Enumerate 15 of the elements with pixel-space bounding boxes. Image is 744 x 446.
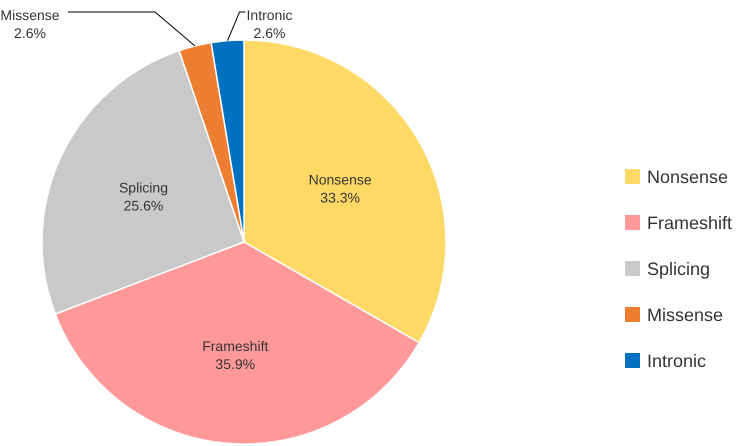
legend-label: Frameshift: [647, 213, 732, 233]
data-label: 2.6%: [254, 25, 286, 41]
legend-label: Intronic: [647, 351, 706, 371]
legend-label: Splicing: [647, 259, 710, 279]
data-label: 33.3%: [320, 189, 360, 206]
legend-label: Nonsense: [647, 167, 728, 187]
data-label: 25.6%: [124, 198, 164, 214]
slice-label: Missense: [0, 7, 60, 23]
data-label: 35.9%: [215, 356, 256, 372]
slice-label: Splicing: [118, 180, 168, 196]
data-label: 2.6%: [14, 25, 46, 41]
legend-label: Missense: [647, 305, 724, 325]
slice-label: Intronic: [246, 7, 292, 23]
slice-label: Nonsense: [308, 171, 372, 188]
slice-label: Frameshift: [202, 338, 268, 354]
